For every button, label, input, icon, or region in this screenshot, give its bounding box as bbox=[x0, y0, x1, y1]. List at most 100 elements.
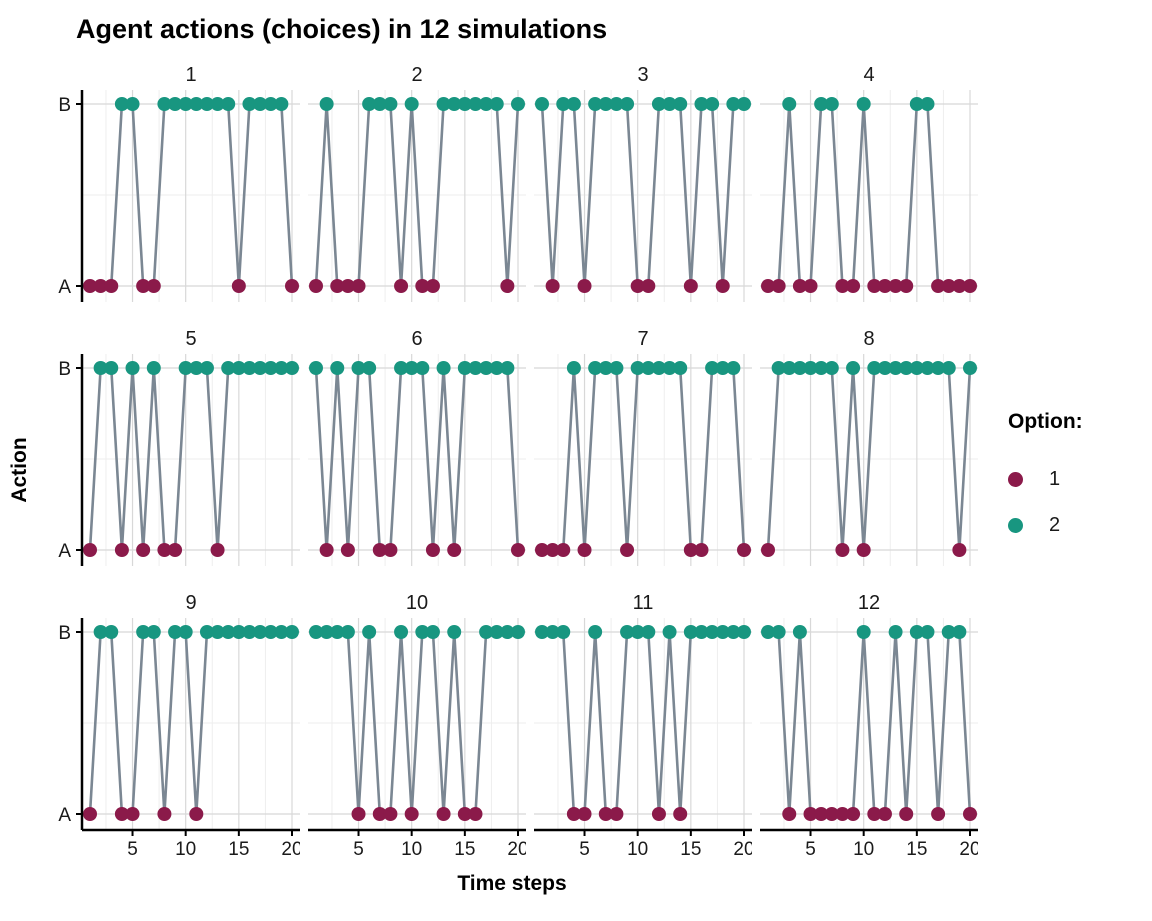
facet-label: 11 bbox=[632, 591, 654, 614]
data-point-option-1 bbox=[899, 279, 914, 293]
facet-12: 12 5 10 15 20 bbox=[760, 588, 978, 860]
y-tick-label: B bbox=[58, 623, 71, 644]
data-point-option-2 bbox=[726, 97, 741, 111]
data-point-option-1 bbox=[846, 279, 861, 293]
data-point-option-2 bbox=[479, 97, 494, 111]
data-point-option-1 bbox=[157, 807, 172, 821]
x-tick-label: 20 bbox=[281, 839, 300, 860]
data-point-option-1 bbox=[309, 279, 323, 293]
data-point-option-2 bbox=[899, 361, 914, 375]
x-tick-label: 15 bbox=[906, 839, 927, 860]
data-point-option-2 bbox=[888, 361, 903, 375]
data-point-option-1 bbox=[877, 279, 892, 293]
facet-10: 10 5 10 15 20 bbox=[308, 588, 526, 860]
data-point-option-1 bbox=[835, 543, 850, 557]
data-point-option-2 bbox=[178, 361, 193, 375]
data-point-option-2 bbox=[651, 361, 666, 375]
facet-label: 1 bbox=[185, 63, 197, 86]
data-point-option-1 bbox=[114, 807, 129, 821]
data-point-option-1 bbox=[351, 807, 366, 821]
facet-label: 7 bbox=[637, 327, 649, 350]
data-point-option-2 bbox=[362, 97, 377, 111]
data-point-option-1 bbox=[404, 807, 419, 821]
data-point-option-1 bbox=[83, 279, 97, 293]
data-point-option-1 bbox=[500, 279, 515, 293]
data-point-option-2 bbox=[340, 625, 355, 639]
data-point-option-2 bbox=[146, 625, 161, 639]
data-point-option-2 bbox=[479, 625, 494, 639]
data-point-option-2 bbox=[673, 97, 688, 111]
data-point-option-2 bbox=[309, 625, 323, 639]
data-point-option-2 bbox=[285, 361, 299, 375]
data-point-option-1 bbox=[83, 543, 97, 557]
data-point-option-2 bbox=[641, 361, 656, 375]
data-point-option-2 bbox=[877, 361, 892, 375]
data-point-option-2 bbox=[737, 625, 751, 639]
data-point-option-1 bbox=[425, 543, 440, 557]
data-point-option-2 bbox=[394, 625, 409, 639]
data-point-option-2 bbox=[566, 97, 581, 111]
data-point-option-2 bbox=[221, 625, 236, 639]
x-tick-label: 10 bbox=[853, 839, 874, 860]
data-point-option-2 bbox=[909, 361, 924, 375]
data-point-option-2 bbox=[253, 97, 268, 111]
data-point-option-2 bbox=[620, 97, 635, 111]
data-point-option-1 bbox=[383, 807, 398, 821]
data-point-option-1 bbox=[899, 807, 914, 821]
data-point-option-2 bbox=[468, 361, 483, 375]
data-point-option-1 bbox=[83, 807, 97, 821]
data-point-option-2 bbox=[457, 361, 472, 375]
data-point-option-1 bbox=[340, 279, 355, 293]
data-point-option-2 bbox=[771, 625, 786, 639]
data-point-option-2 bbox=[662, 625, 677, 639]
data-point-option-1 bbox=[931, 279, 946, 293]
facet-label: 12 bbox=[857, 591, 881, 614]
facet-9: 9 B A 5 10 15 20 bbox=[46, 588, 300, 860]
data-point-option-2 bbox=[274, 625, 289, 639]
data-point-option-2 bbox=[489, 97, 504, 111]
data-point-option-1 bbox=[803, 279, 818, 293]
facet-panel-3 bbox=[534, 90, 752, 302]
data-point-option-1 bbox=[835, 807, 850, 821]
data-point-option-2 bbox=[920, 625, 935, 639]
data-point-option-2 bbox=[394, 361, 409, 375]
data-point-option-2 bbox=[457, 97, 472, 111]
data-point-option-2 bbox=[253, 625, 268, 639]
data-point-option-2 bbox=[221, 97, 236, 111]
facet-panel-1: BA bbox=[58, 90, 300, 302]
facet-panel-7 bbox=[534, 354, 752, 566]
data-point-option-1 bbox=[803, 807, 818, 821]
data-point-option-2 bbox=[941, 361, 956, 375]
y-tick-label: B bbox=[58, 95, 71, 116]
facet-panel-8 bbox=[760, 354, 978, 566]
data-point-option-2 bbox=[199, 625, 214, 639]
data-point-option-1 bbox=[577, 807, 592, 821]
data-point-option-1 bbox=[436, 807, 451, 821]
data-point-option-1 bbox=[93, 279, 108, 293]
data-point-option-2 bbox=[511, 97, 525, 111]
data-point-option-1 bbox=[888, 279, 903, 293]
data-point-option-2 bbox=[726, 625, 741, 639]
data-point-option-2 bbox=[436, 361, 451, 375]
data-point-option-2 bbox=[319, 625, 334, 639]
data-point-option-1 bbox=[545, 279, 560, 293]
data-point-option-1 bbox=[941, 279, 956, 293]
data-point-option-1 bbox=[351, 279, 366, 293]
data-point-option-1 bbox=[771, 279, 786, 293]
data-point-option-2 bbox=[372, 97, 387, 111]
y-tick-label: A bbox=[58, 805, 71, 826]
data-point-option-2 bbox=[404, 361, 419, 375]
data-point-option-2 bbox=[556, 97, 571, 111]
data-point-option-2 bbox=[136, 625, 151, 639]
data-point-option-2 bbox=[856, 625, 871, 639]
data-point-option-2 bbox=[952, 625, 967, 639]
facet-panel-5: BA bbox=[58, 354, 300, 566]
data-point-option-2 bbox=[263, 361, 278, 375]
data-point-option-1 bbox=[952, 543, 967, 557]
x-tick-label: 10 bbox=[627, 839, 648, 860]
y-tick-label: A bbox=[58, 541, 71, 562]
facet-2: 2 bbox=[308, 60, 526, 302]
data-point-option-1 bbox=[683, 279, 698, 293]
data-point-option-2 bbox=[782, 97, 797, 111]
